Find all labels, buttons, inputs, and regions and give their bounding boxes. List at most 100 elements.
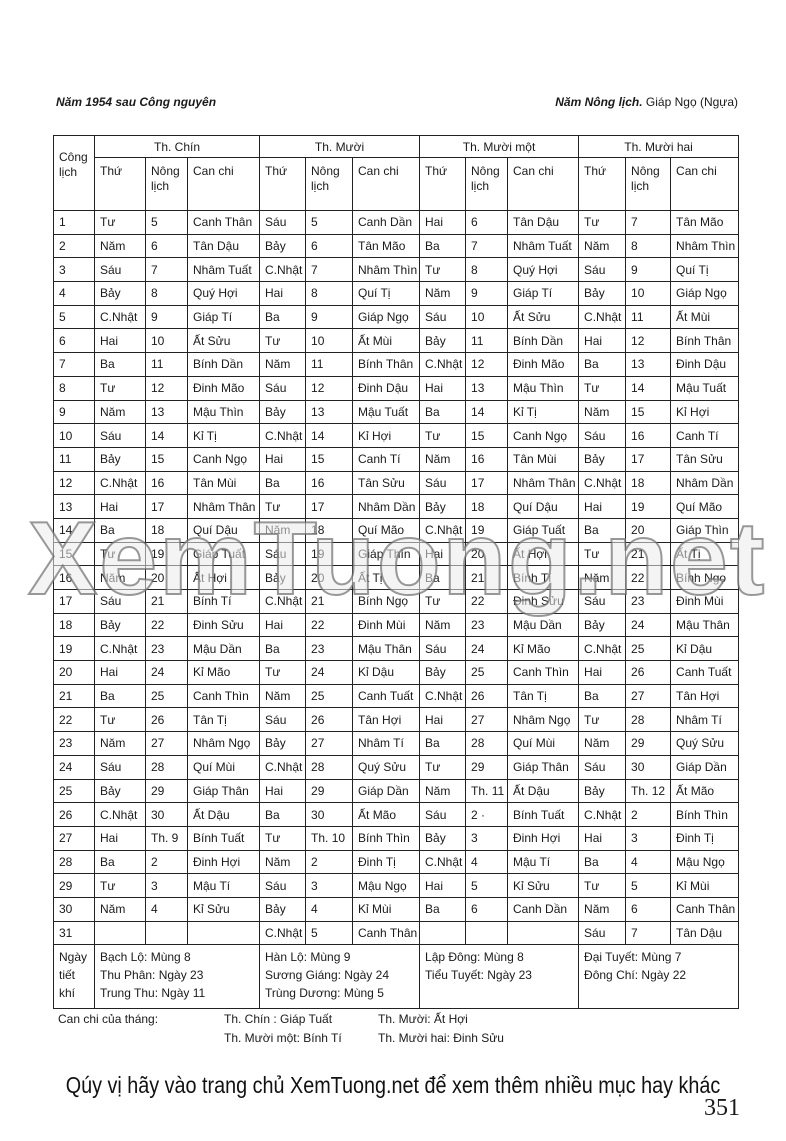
thu-cell: C.Nhật <box>578 470 627 496</box>
thu-cell: Ba <box>259 636 307 662</box>
nong-lich-cell <box>465 920 509 946</box>
nong-lich-cell: 9 <box>625 257 672 283</box>
thu-cell: Ba <box>419 233 467 259</box>
thu-cell: Bảy <box>419 825 467 851</box>
cong-lich-cell: 25 <box>53 778 95 804</box>
nong-lich-cell: 6 <box>305 233 354 259</box>
tiet-khi-row: Ngày tiết khí Bạch Lộ: Mùng 8 Thu Phân: Ng… <box>53 944 740 1010</box>
table-row: 19 C.Nhật 23 Mậu Dần Ba 23 Mậu Thân Sáu 24 Kỉ Mão… <box>53 636 740 662</box>
table-row: 20 Hai 24 Kỉ Mão Tư 24 Kỉ Dậu Bảy 25 Canh Thìn Hai… <box>53 660 740 685</box>
nong-lich-cell: 30 <box>145 802 188 827</box>
can-chi-cell: Quí Tị <box>352 281 421 306</box>
thu-cell: Tư <box>94 375 146 401</box>
thu-cell: Tư <box>419 589 467 614</box>
table-row: 12 C.Nhật 16 Tân Mùi Ba 16 Tân Sửu Sáu 17 Nhâm Th… <box>53 470 740 496</box>
calendar-table: Công lịch Th. Chín Th. Mười Th. Mười một Th.… <box>53 135 740 1010</box>
can-chi-cell: Bính Tí <box>507 565 580 590</box>
can-chi-cell: Đinh Mùi <box>670 589 740 614</box>
can-chi-cell: Quý Hợi <box>507 257 580 283</box>
thu-cell: Sáu <box>259 541 307 567</box>
thu-cell: Hai <box>259 446 307 472</box>
table-row: 22 Tư 26 Tân Tị Sáu 26 Tân Hợi Hai 27 Nhâm Ngọ Tư 2… <box>53 707 740 733</box>
table-row: 24 Sáu 28 Quí Mùi C.Nhật 28 Quý Sửu Tư 29 Giáp Th… <box>53 754 740 780</box>
cong-lich-cell: 3 <box>53 257 95 283</box>
nong-lich-cell: 12 <box>145 375 188 401</box>
nong-lich-cell: 15 <box>625 399 672 425</box>
thu-cell: Bảy <box>94 778 146 804</box>
nong-lich-cell: 22 <box>465 589 509 614</box>
can-chi-cell: Tân Mùi <box>507 446 580 472</box>
table-row: 17 Sáu 21 Bính Tí C.Nhật 21 Bính Ngọ Tư 22 Đinh S… <box>53 589 740 614</box>
can-chi-cell: Quý Sửu <box>670 731 740 756</box>
table-row: 11 Bảy 15 Canh Ngọ Hai 15 Canh Tí Năm 16 Tân Mùi B… <box>53 446 740 472</box>
cong-lich-cell: 17 <box>53 589 95 614</box>
thu-cell: Bảy <box>259 233 307 259</box>
nong-lich-cell: 25 <box>465 660 509 685</box>
can-chi-cell: Kỉ Dậu <box>352 660 421 685</box>
can-chi-cell: Đinh Dậu <box>670 352 740 377</box>
can-chi-cell: Quý Sửu <box>352 754 421 780</box>
thu-cell: Sáu <box>94 754 146 780</box>
can-chi-cell: Kỉ Sửu <box>186 896 261 922</box>
can-chi-cell: Nhâm Tuất <box>186 257 261 283</box>
can-chi-cell: Canh Tuất <box>352 683 421 709</box>
can-chi-cell: Bính Ngọ <box>670 565 740 590</box>
nong-lich-cell: Th. 9 <box>145 825 188 851</box>
cong-lich-cell: 15 <box>53 541 95 567</box>
thu-cell: Năm <box>94 731 146 756</box>
nong-lich-cell: 19 <box>465 517 509 543</box>
can-chi-cell: Ất Mão <box>670 778 740 804</box>
can-chi-cell: Đinh Sửu <box>186 612 261 638</box>
nong-lich-cell: 24 <box>625 612 672 638</box>
month-canchi-label: Can chi của tháng: <box>58 1012 159 1026</box>
nong-lich-cell: 2 <box>305 849 354 875</box>
can-chi-cell: Nhâm Dần <box>670 470 740 496</box>
can-chi-cell: Nhâm Tuất <box>507 233 580 259</box>
can-chi-cell: Tân Tị <box>507 683 580 709</box>
can-chi-cell: Mậu Dần <box>186 636 261 662</box>
thu-cell: C.Nhật <box>94 636 146 662</box>
nong-lich-cell: 20 <box>305 565 354 590</box>
can-chi-cell: Tân Mão <box>352 233 421 259</box>
can-chi-cell: Đinh Tị <box>670 825 740 851</box>
cong-lich-cell: 9 <box>53 399 95 425</box>
nong-lich-cell: 26 <box>625 660 672 685</box>
thu-cell: C.Nhật <box>578 304 627 330</box>
thu-cell: Năm <box>419 446 467 472</box>
nong-lich-cell: 22 <box>625 565 672 590</box>
can-chi-cell: Đinh Mùi <box>352 612 421 638</box>
thu-cell: C.Nhật <box>259 423 307 448</box>
nong-lich-cell: 2 · <box>465 802 509 827</box>
thu-cell: Ba <box>578 352 627 377</box>
nong-lich-cell: 14 <box>465 399 509 425</box>
tiet-khi-cell: Lập Đông: Mùng 8 Tiểu Tuyết: Ngày 23 <box>419 944 580 1010</box>
thu-cell: Tư <box>94 541 146 567</box>
can-chi-cell: Tân Dậu <box>670 920 740 946</box>
can-chi-cell: Canh Dần <box>507 896 580 922</box>
nong-lich-cell: 7 <box>305 257 354 283</box>
thu-cell: Bảy <box>419 328 467 354</box>
can-chi-cell: Canh Tuất <box>670 660 740 685</box>
tiet-khi-entry: Trùng Dương: Mùng 5 <box>265 986 384 1001</box>
can-chi-cell: Bính Tuất <box>186 825 261 851</box>
can-chi-cell: Quí Dậu <box>186 517 261 543</box>
thu-cell: Bảy <box>94 612 146 638</box>
cong-lich-cell: 12 <box>53 470 95 496</box>
nong-lich-cell: 14 <box>305 423 354 448</box>
nong-lich-cell: Th. 11 <box>465 778 509 804</box>
nong-lich-cell: 18 <box>625 470 672 496</box>
thu-cell: Hai <box>94 494 146 519</box>
promo-banner[interactable]: Qúy vị hãy vào trang chủ XemTuong.net để… <box>65 1072 721 1098</box>
can-chi-cell: Kỉ Mão <box>507 636 580 662</box>
can-chi-cell: Nhâm Thìn <box>670 233 740 259</box>
can-chi-cell: Kỉ Tị <box>507 399 580 425</box>
thu-cell: Hai <box>259 281 307 306</box>
can-chi-cell: Ất Dậu <box>507 778 580 804</box>
thu-cell: Sáu <box>578 589 627 614</box>
thu-cell <box>94 920 146 946</box>
can-chi-cell: Quí Mùi <box>507 731 580 756</box>
can-chi-cell <box>507 920 580 946</box>
nong-lich-cell: 23 <box>625 589 672 614</box>
thu-cell <box>419 920 467 946</box>
tiet-khi-entry: Đại Tuyết: Mùng 7 <box>584 950 682 965</box>
